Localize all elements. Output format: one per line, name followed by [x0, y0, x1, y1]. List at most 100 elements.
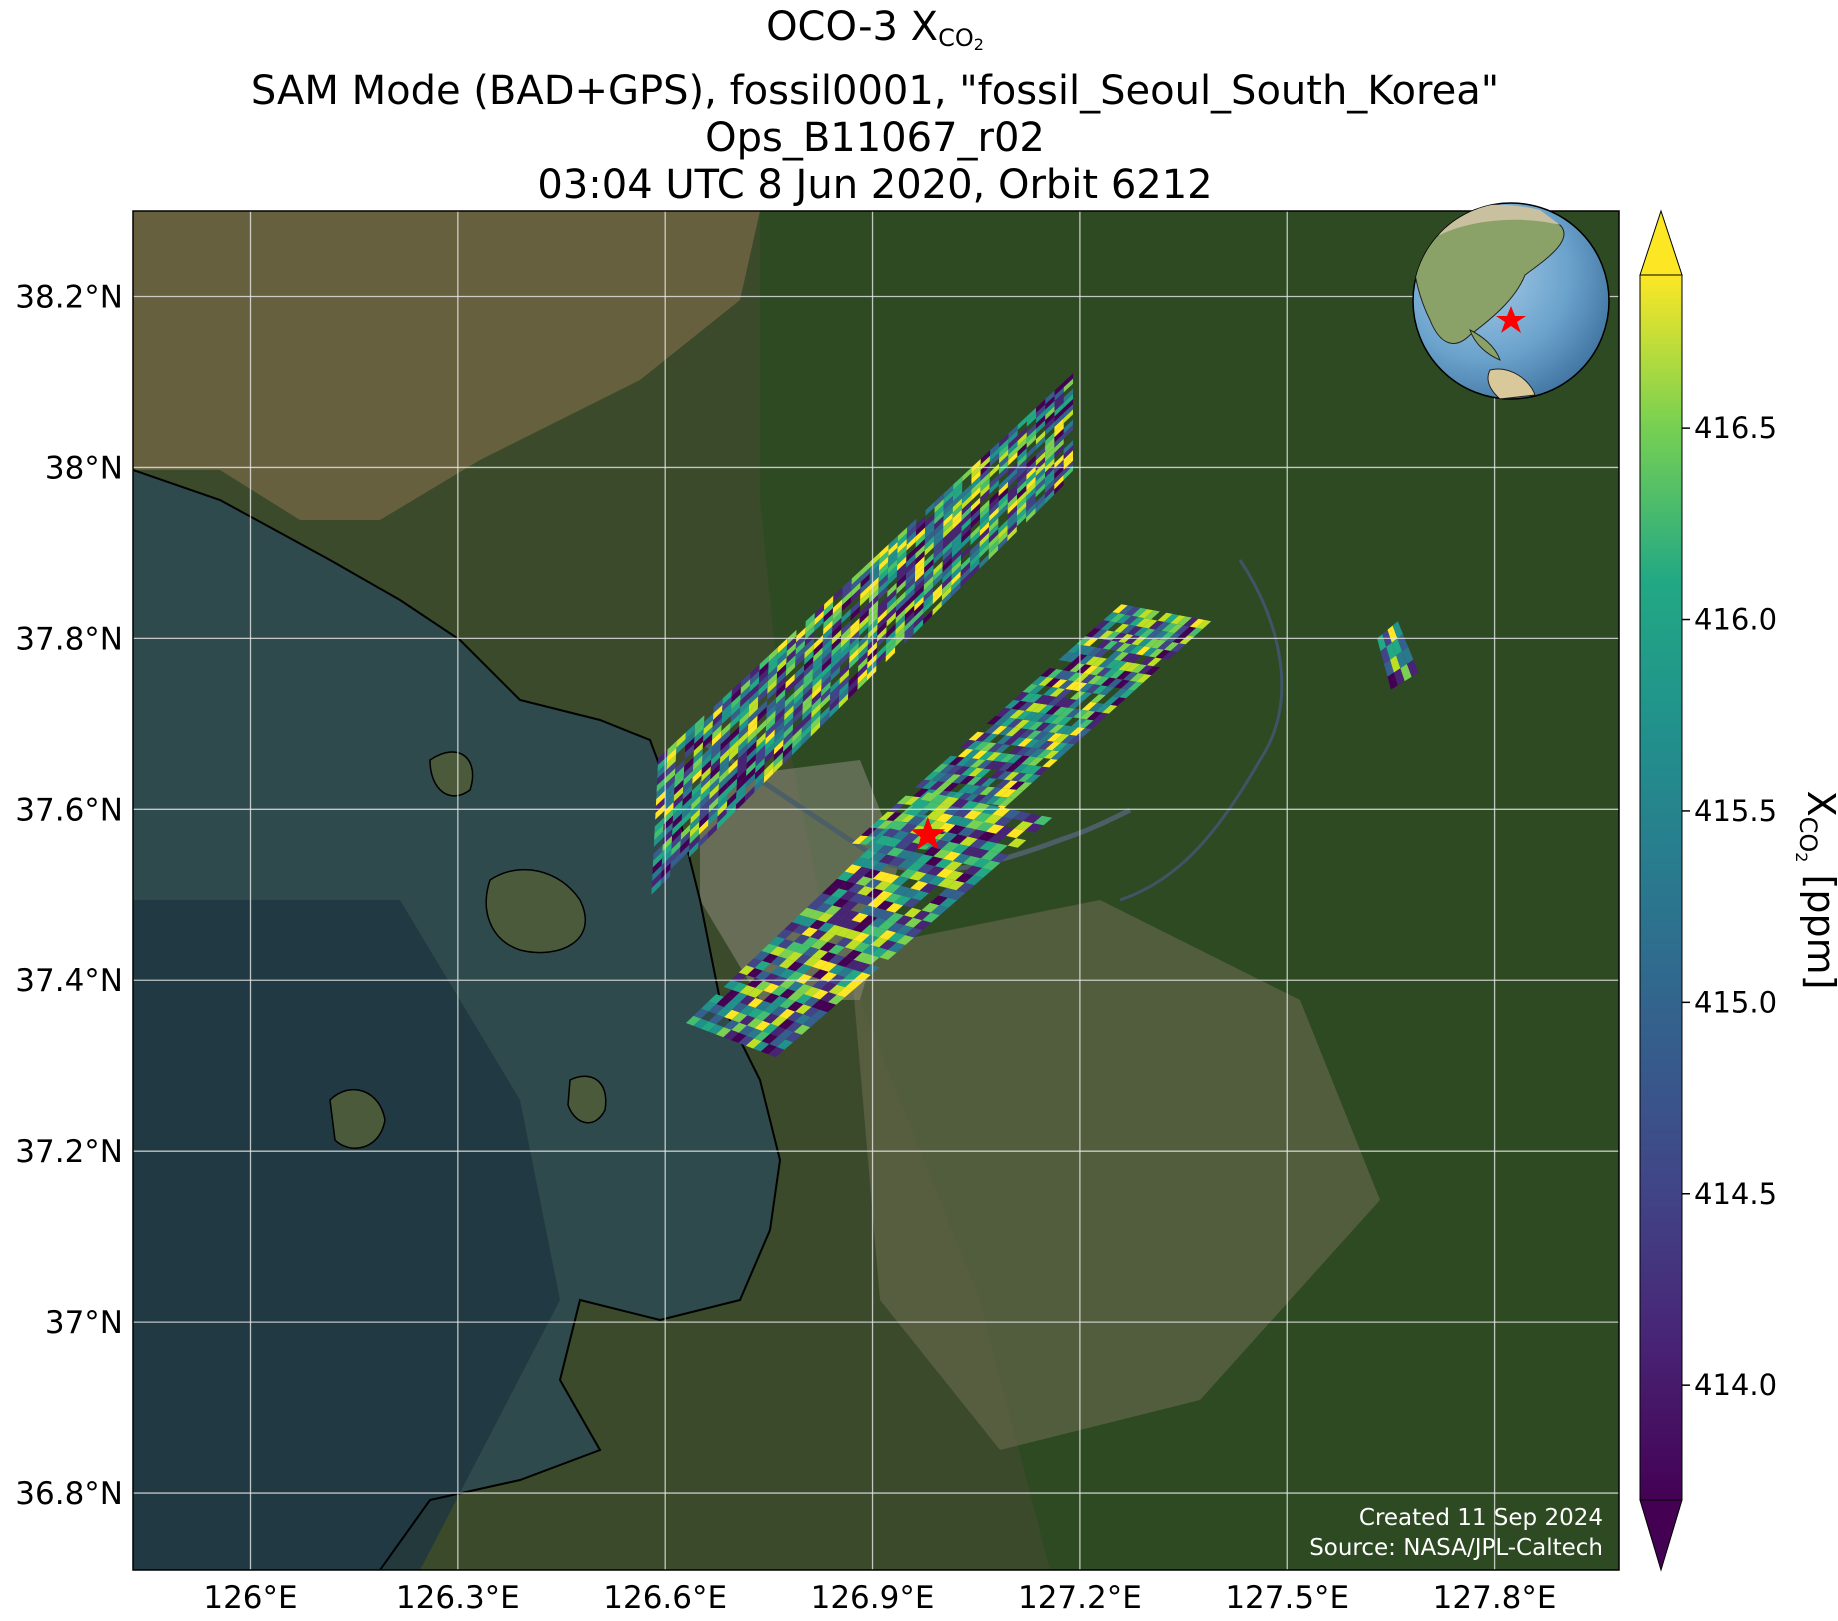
sounding-cell — [905, 588, 915, 603]
sounding-cell — [989, 512, 999, 527]
sounding-cell — [775, 707, 785, 723]
colorbar-tick-label: 414.0 — [1694, 1368, 1777, 1402]
sounding-cell — [703, 720, 713, 736]
sounding-cell — [837, 871, 855, 882]
sounding-cell — [952, 520, 962, 536]
sounding-cell — [933, 532, 944, 548]
sounding-cell — [676, 732, 686, 748]
sounding-cell — [1015, 746, 1032, 756]
lon-tick-label: 126.9°E — [811, 1580, 935, 1616]
sounding-cell — [655, 790, 666, 806]
sounding-cell — [769, 946, 786, 957]
sounding-cell — [801, 724, 812, 740]
colorbar-tick-label: 415.0 — [1694, 985, 1777, 1019]
sounding-cell — [832, 617, 842, 633]
sounding-cell — [859, 603, 870, 618]
sounding-cell — [831, 888, 848, 899]
sounding-cell — [1138, 609, 1154, 619]
sounding-cell — [801, 730, 811, 746]
sounding-cell — [821, 675, 831, 691]
sounding-cell — [683, 763, 694, 780]
sounding-cell — [914, 601, 924, 617]
sounding-cell — [1002, 809, 1022, 819]
sounding-cell — [923, 570, 934, 585]
sounding-cell — [716, 996, 732, 1007]
sounding-cell — [1063, 388, 1073, 403]
sounding-cell — [1002, 780, 1018, 789]
sounding-cell — [779, 968, 796, 979]
sounding-cell — [656, 769, 667, 786]
sounding-cell — [1036, 399, 1046, 413]
sounding-cell — [771, 1006, 788, 1017]
sounding-cell — [1063, 373, 1073, 388]
sounding-cell — [1017, 495, 1027, 511]
sounding-cell — [829, 696, 840, 712]
sounding-cell — [1035, 446, 1046, 461]
sounding-cell — [924, 524, 935, 539]
sounding-cell — [887, 559, 898, 574]
sounding-cell — [869, 576, 879, 592]
sounding-cell — [1017, 416, 1027, 430]
sounding-cell — [951, 798, 970, 809]
sounding-cell — [1115, 642, 1132, 652]
sounding-cell — [970, 497, 981, 512]
sounding-cell — [673, 799, 683, 816]
sounding-cell — [989, 501, 999, 516]
sounding-cell — [876, 632, 887, 648]
sounding-cell — [849, 893, 867, 903]
sounding-cell — [845, 959, 863, 970]
sounding-cell — [739, 1005, 756, 1016]
sounding-cell — [1036, 420, 1046, 434]
sounding-cell — [774, 714, 785, 730]
sounding-cell — [1155, 649, 1171, 659]
target-star[interactable] — [910, 816, 945, 850]
sounding-cell — [849, 648, 859, 664]
map-area[interactable]: Created 11 Sep 2024 Source: NASA/JPL-Cal… — [133, 211, 1619, 1570]
sounding-cell — [844, 864, 862, 874]
sounding-cell — [813, 647, 823, 663]
sounding-cell — [979, 526, 990, 542]
sounding-cell — [1023, 711, 1039, 721]
sounding-cell — [747, 968, 763, 978]
sounding-cell — [869, 588, 879, 604]
sounding-cell — [1196, 620, 1212, 629]
sounding-cell — [994, 744, 1011, 753]
sounding-cell — [963, 793, 980, 803]
sounding-cell — [913, 910, 931, 921]
sounding-cell — [1045, 421, 1055, 436]
sounding-cell — [870, 927, 888, 938]
sounding-cell — [943, 501, 953, 516]
sounding-cell — [787, 971, 804, 982]
sounding-cell — [680, 837, 690, 854]
sounding-cell — [924, 535, 935, 551]
sounding-cell — [786, 1011, 804, 1022]
sounding-cell — [1045, 452, 1055, 468]
sounding-cell — [936, 868, 955, 879]
sounding-cell — [738, 737, 748, 753]
sounding-cell — [904, 622, 914, 638]
sounding-cell — [783, 717, 794, 733]
sounding-cell — [907, 861, 926, 872]
sounding-cell — [672, 806, 683, 823]
sounding-cell — [860, 567, 871, 582]
sounding-cell — [933, 544, 943, 559]
sounding-cell — [708, 803, 719, 820]
sounding-cell — [769, 936, 786, 947]
sounding-cell — [942, 563, 952, 578]
sounding-cell — [663, 808, 674, 825]
sounding-cell — [1146, 657, 1162, 667]
sounding-cell — [1033, 766, 1050, 776]
sounding-cell — [878, 811, 895, 821]
target-star-marker[interactable] — [910, 816, 945, 850]
sounding-cell — [805, 612, 815, 628]
sounding-cell — [1016, 511, 1027, 527]
sounding-cell — [828, 994, 845, 1005]
sounding-cell — [795, 984, 813, 994]
sounding-cell — [929, 781, 946, 790]
sounding-cell — [1063, 399, 1073, 413]
sounding-cell — [665, 774, 676, 791]
sounding-cell — [1090, 694, 1106, 703]
sounding-cell — [759, 661, 769, 677]
sounding-cell — [989, 770, 1006, 779]
sounding-cell — [947, 890, 966, 901]
